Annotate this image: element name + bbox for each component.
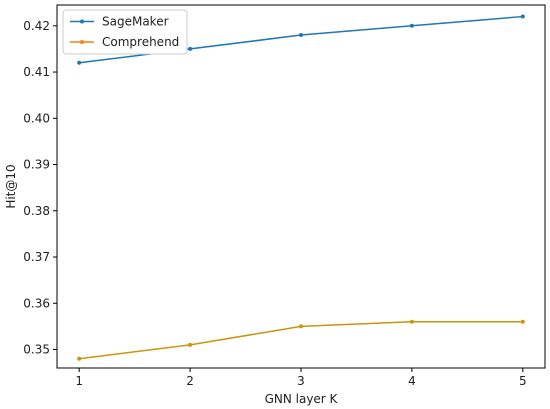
x-tick-label: 4 xyxy=(408,374,416,388)
x-tick-label: 3 xyxy=(297,374,305,388)
data-point-comprehend xyxy=(520,319,525,324)
x-tick-label: 1 xyxy=(75,374,83,388)
legend-label-comprehend: Comprehend xyxy=(102,35,179,49)
data-point-sagemaker xyxy=(77,60,82,65)
y-axis-label: Hit@10 xyxy=(4,164,18,208)
data-point-comprehend xyxy=(299,324,303,329)
x-tick-label: 2 xyxy=(186,374,194,388)
x-tick-label: 5 xyxy=(519,374,527,388)
data-point-sagemaker xyxy=(299,33,303,38)
y-tick-label: 0.42 xyxy=(23,19,50,33)
y-tick-label: 0.39 xyxy=(23,158,50,172)
y-tick-label: 0.40 xyxy=(23,111,50,125)
data-point-sagemaker xyxy=(188,46,193,51)
legend: SageMaker Comprehend xyxy=(62,9,188,55)
data-point-comprehend xyxy=(409,319,414,324)
legend-label-sagemaker: SageMaker xyxy=(102,15,169,29)
data-point-sagemaker xyxy=(409,23,414,28)
y-tick-label: 0.38 xyxy=(23,204,50,218)
y-tick-label: 0.37 xyxy=(23,250,50,264)
legend-marker-comprehend xyxy=(80,40,84,44)
x-axis-label: GNN layer K xyxy=(265,392,339,406)
legend-marker-sagemaker xyxy=(80,19,84,24)
data-point-sagemaker xyxy=(520,14,525,19)
plot-area xyxy=(56,4,546,369)
y-tick-label: 0.35 xyxy=(23,343,50,357)
data-point-comprehend xyxy=(77,356,82,361)
y-tick-label: 0.36 xyxy=(23,296,50,310)
y-tick-label: 0.41 xyxy=(23,65,50,79)
data-point-comprehend xyxy=(188,342,193,347)
x-axis: 1 2 3 4 5 xyxy=(75,368,527,388)
y-axis: 0.35 0.36 0.37 0.38 0.39 0.40 0.41 0.42 xyxy=(23,19,57,357)
